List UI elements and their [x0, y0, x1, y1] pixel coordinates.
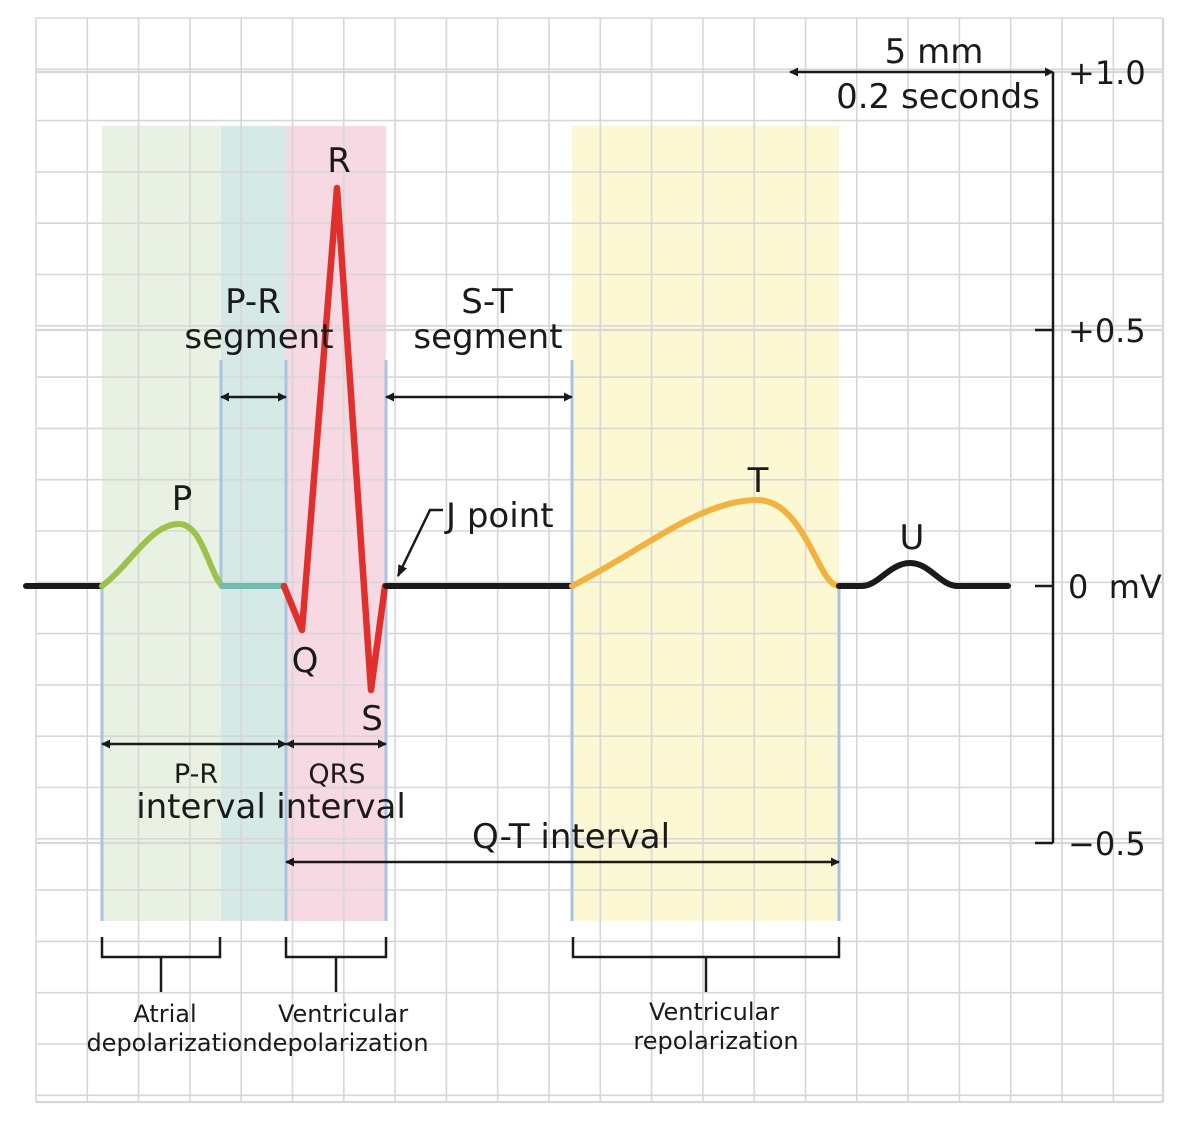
interval-marker-lines	[100, 360, 841, 921]
qrs-complex	[280, 184, 389, 694]
p-wave	[99, 520, 225, 589]
pr-interval-label-line2: interval	[136, 787, 266, 827]
voltage-scale-axis	[1035, 72, 1055, 845]
t-wave-label: T	[747, 461, 769, 501]
tick-label-minus-0-5: −0.5	[1068, 825, 1146, 863]
ventricular-depol-label-line1: Ventricular	[278, 1000, 408, 1028]
ventricular-depol-label-line2: depolarization	[257, 1029, 428, 1057]
ventricular-repol-label-line1: Ventricular	[649, 998, 779, 1026]
q-wave-label: Q	[292, 641, 319, 681]
pr-segment-band	[221, 126, 286, 921]
r-wave-label: R	[327, 141, 351, 181]
qrs-interval-label-line1: QRS	[308, 759, 365, 790]
atrial-phase-label-line2: depolarization	[86, 1029, 257, 1057]
u-wave-label: U	[900, 518, 925, 558]
scale-span-time-label: 0.2 seconds	[836, 77, 1040, 117]
pr-interval-label-line1: P-R	[174, 759, 218, 790]
tick-label-plus-0-5: +0.5	[1068, 312, 1146, 350]
qrs-band	[286, 126, 386, 921]
pr-segment-label-line1: P-R	[225, 282, 281, 322]
ecg-waveform	[23, 184, 1011, 694]
scale-span-mm-label: 5 mm	[885, 32, 984, 72]
tick-label-plus-1: +1.0	[1068, 54, 1146, 92]
st-segment-label-line1: S-T	[461, 282, 513, 322]
j-point-pointer	[396, 508, 443, 578]
t-wave	[569, 497, 842, 589]
j-point-label: J point	[444, 496, 554, 536]
atrial-depolarization-band	[102, 126, 221, 921]
u-wave	[836, 560, 1011, 589]
ecg-grid	[35, 17, 1165, 1104]
tick-label-zero-mv: 0 mV	[1068, 568, 1162, 606]
st-segment-label-line2: segment	[413, 317, 562, 357]
phase-brackets	[100, 937, 841, 992]
s-wave-label: S	[361, 699, 383, 739]
p-wave-label: P	[172, 479, 193, 519]
pr-segment-label-line2: segment	[184, 317, 333, 357]
qt-interval-label: Q-T interval	[472, 817, 670, 857]
qrs-interval-label-line2: interval	[276, 787, 406, 827]
ventricular-repol-label-line2: repolarization	[633, 1027, 798, 1055]
atrial-phase-label-line1: Atrial	[133, 1000, 196, 1028]
